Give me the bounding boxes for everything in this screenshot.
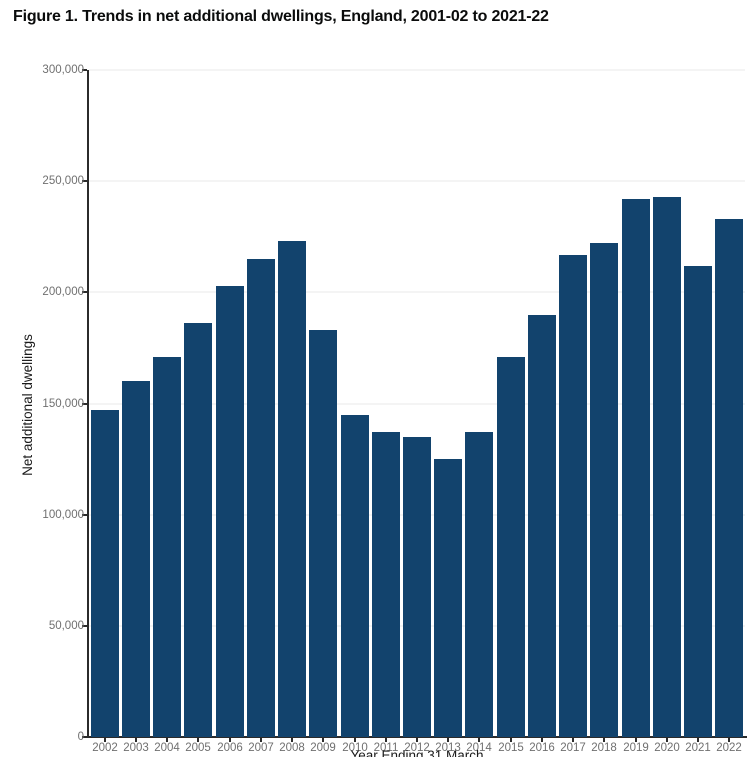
bar-2016 (527, 315, 556, 737)
x-tick-2007 (260, 738, 262, 742)
y-axis-line (87, 70, 89, 738)
x-tick-label-2021: 2021 (685, 742, 711, 754)
bar-2007 (246, 259, 275, 737)
x-tick-label-2014: 2014 (466, 742, 492, 754)
x-tick-label-2019: 2019 (623, 742, 649, 754)
x-tick-label-2018: 2018 (591, 742, 617, 754)
bar-2015 (496, 357, 525, 737)
bar-2017 (559, 255, 588, 737)
bar-2002 (90, 410, 119, 737)
bar-2013 (434, 459, 463, 737)
x-tick-2016 (541, 738, 543, 742)
x-tick-label-2006: 2006 (217, 742, 243, 754)
gridline-250000 (89, 180, 745, 182)
y-tick-150000 (82, 403, 87, 405)
bar-2019 (621, 199, 650, 737)
x-tick-label-2020: 2020 (654, 742, 680, 754)
y-tick-50000 (82, 625, 87, 627)
x-tick-2012 (416, 738, 418, 742)
y-tick-250000 (82, 180, 87, 182)
x-tick-2005 (197, 738, 199, 742)
x-tick-2010 (354, 738, 356, 742)
bar-2018 (590, 243, 619, 737)
x-tick-2014 (478, 738, 480, 742)
bar-2009 (309, 330, 338, 737)
bar-2004 (153, 357, 182, 737)
x-tick-label-2009: 2009 (310, 742, 336, 754)
gridline-300000 (89, 69, 745, 71)
x-tick-label-2011: 2011 (373, 742, 399, 754)
x-tick-label-2016: 2016 (529, 742, 555, 754)
x-tick-label-2015: 2015 (498, 742, 524, 754)
x-tick-2021 (697, 738, 699, 742)
x-tick-2018 (603, 738, 605, 742)
y-tick-label-0: 0 (77, 731, 84, 743)
bar-2020 (652, 197, 681, 737)
x-tick-label-2012: 2012 (404, 742, 430, 754)
x-tick-label-2004: 2004 (154, 742, 180, 754)
y-tick-100000 (82, 514, 87, 516)
x-tick-2013 (447, 738, 449, 742)
bar-2021 (684, 266, 713, 737)
y-tick-label-100000: 100,000 (42, 509, 84, 521)
x-tick-2006 (229, 738, 231, 742)
x-tick-2019 (635, 738, 637, 742)
x-tick-2003 (135, 738, 137, 742)
y-tick-0 (82, 736, 87, 738)
bar-2012 (403, 437, 431, 737)
y-tick-200000 (82, 291, 87, 293)
gridline-200000 (89, 291, 745, 293)
x-tick-2017 (572, 738, 574, 742)
x-tick-2002 (104, 738, 106, 742)
x-tick-label-2010: 2010 (342, 742, 368, 754)
x-tick-label-2017: 2017 (560, 742, 586, 754)
bar-2005 (184, 323, 213, 737)
y-axis-title: Net additional dwellings (20, 334, 35, 476)
x-tick-2008 (291, 738, 293, 742)
y-tick-label-150000: 150,000 (42, 398, 84, 410)
bar-2006 (215, 286, 244, 737)
x-tick-2009 (322, 738, 324, 742)
x-tick-label-2002: 2002 (92, 742, 118, 754)
x-axis-title: Year Ending 31 March (350, 748, 484, 757)
y-tick-300000 (82, 69, 87, 71)
x-tick-label-2008: 2008 (279, 742, 305, 754)
y-tick-label-250000: 250,000 (42, 175, 84, 187)
x-tick-2022 (728, 738, 730, 742)
gridline-150000 (89, 403, 745, 405)
y-tick-label-300000: 300,000 (42, 64, 84, 76)
x-tick-2011 (385, 738, 387, 742)
x-tick-label-2005: 2005 (185, 742, 211, 754)
bar-plot-area (89, 70, 745, 737)
bar-2014 (465, 432, 494, 737)
bar-2011 (371, 432, 400, 737)
bar-2003 (121, 381, 150, 737)
x-tick-2015 (510, 738, 512, 742)
x-tick-2020 (666, 738, 668, 742)
x-tick-label-2022: 2022 (716, 742, 742, 754)
x-tick-2004 (166, 738, 168, 742)
x-tick-label-2007: 2007 (248, 742, 274, 754)
chart-title: Figure 1. Trends in net additional dwell… (13, 8, 549, 25)
y-tick-label-50000: 50,000 (48, 620, 84, 632)
x-tick-label-2003: 2003 (123, 742, 149, 754)
x-axis-line (87, 736, 747, 738)
bar-2008 (278, 241, 307, 737)
y-tick-label-200000: 200,000 (42, 286, 84, 298)
bar-2010 (340, 415, 369, 737)
bar-2022 (715, 219, 744, 737)
x-tick-label-2013: 2013 (435, 742, 461, 754)
